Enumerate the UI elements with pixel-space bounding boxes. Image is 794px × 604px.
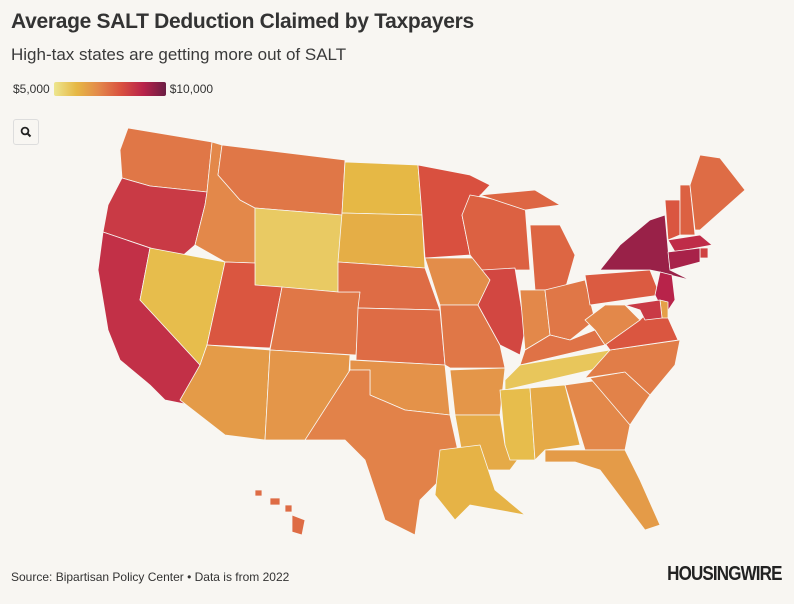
state-ms[interactable] xyxy=(499,387,536,461)
search-icon xyxy=(20,126,32,138)
state-ny[interactable] xyxy=(599,214,691,281)
state-pa[interactable] xyxy=(584,269,661,306)
state-al[interactable] xyxy=(529,384,581,461)
state-ar[interactable] xyxy=(449,367,506,416)
chart-title: Average SALT Deduction Claimed by Taxpay… xyxy=(11,10,474,33)
legend-max-label: $10,000 xyxy=(169,82,214,96)
state-fl[interactable] xyxy=(544,449,661,531)
state-ks[interactable] xyxy=(355,307,446,366)
state-ri[interactable] xyxy=(699,247,709,259)
legend-min-label: $5,000 xyxy=(13,82,50,96)
housingwire-logo: HOUSINGWIRE xyxy=(667,563,783,585)
state-me[interactable] xyxy=(689,154,746,231)
source-note: Source: Bipartisan Policy Center • Data … xyxy=(11,570,290,584)
state-co[interactable] xyxy=(269,286,361,356)
state-vt[interactable] xyxy=(664,199,681,241)
state-ct[interactable] xyxy=(667,247,701,271)
zoom-button[interactable] xyxy=(13,119,39,145)
state-ma[interactable] xyxy=(667,234,713,253)
state-tx[interactable] xyxy=(304,369,461,536)
state-wv[interactable] xyxy=(584,304,641,346)
state-mi[interactable] xyxy=(479,189,576,291)
state-sd[interactable] xyxy=(337,212,426,269)
state-oh[interactable] xyxy=(544,279,596,341)
state-il[interactable] xyxy=(477,267,526,356)
state-hi[interactable] xyxy=(254,489,306,536)
state-wy[interactable] xyxy=(254,207,343,293)
color-legend: $5,000 $10,000 xyxy=(13,82,213,96)
legend-gradient xyxy=(53,82,166,96)
state-nd[interactable] xyxy=(341,161,423,216)
state-md[interactable] xyxy=(624,299,663,321)
chart-subtitle: High-tax states are getting more out of … xyxy=(11,45,347,64)
state-ak[interactable] xyxy=(434,444,526,521)
